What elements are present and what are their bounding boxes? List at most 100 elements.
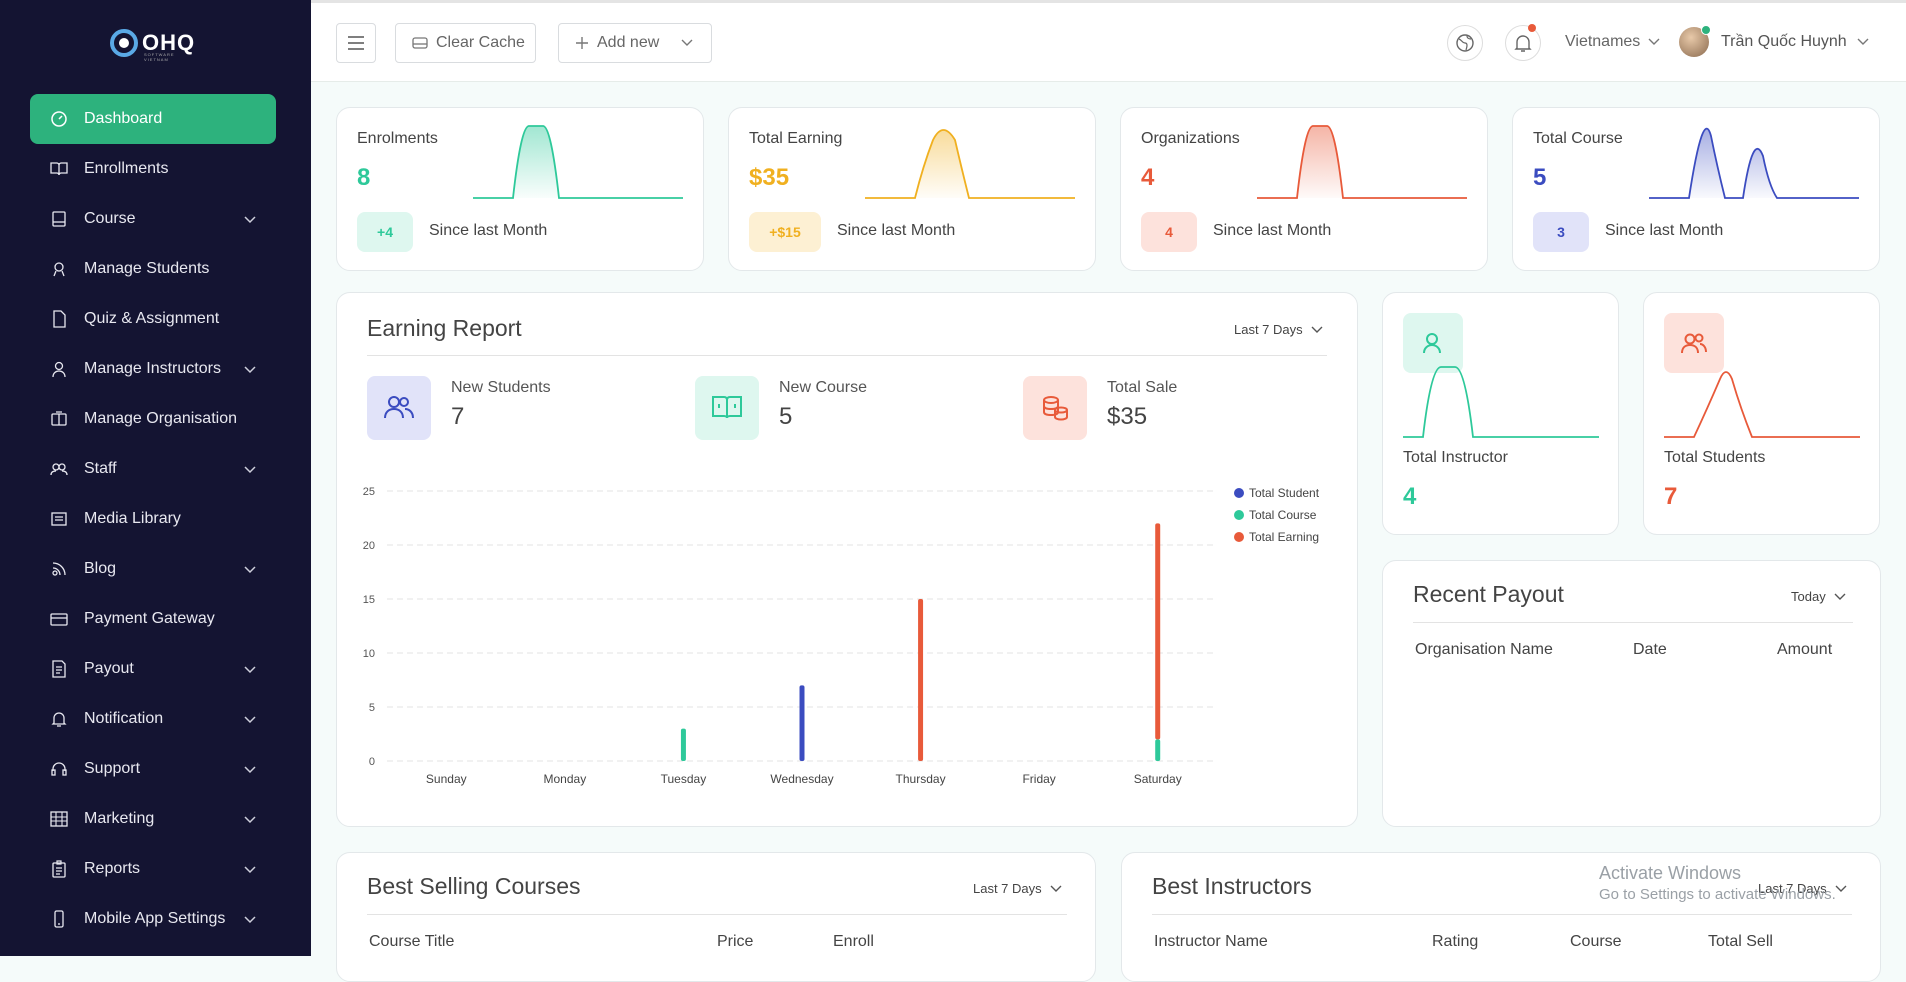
plus-icon xyxy=(576,37,588,49)
earning-item-label: New Course xyxy=(779,379,868,396)
sidebar-item-quiz-assignment[interactable]: Quiz & Assignment xyxy=(30,294,276,344)
stat-value: 8 xyxy=(357,164,371,191)
stat-sparkline xyxy=(1257,125,1467,199)
clear-cache-label: Clear Cache xyxy=(436,34,525,51)
y-tick-label: 10 xyxy=(363,648,375,660)
stat-card-total-earning: Total Earning $35 +$15 Since last Month xyxy=(728,107,1096,271)
payout-icon xyxy=(50,660,68,678)
legend-label: Total Earning xyxy=(1249,530,1319,544)
summary-sparkline xyxy=(1664,371,1860,438)
column-header[interactable]: Total Sell xyxy=(1708,933,1773,950)
best-instructors-range-dropdown[interactable]: Last 7 Days xyxy=(1758,881,1847,896)
sidebar-item-label: Mobile App Settings xyxy=(84,910,226,927)
blog-icon xyxy=(50,560,68,578)
user-menu[interactable]: Trần Quốc Huynh xyxy=(1679,25,1869,57)
sidebar-item-manage-students[interactable]: Manage Students xyxy=(30,244,276,294)
divider xyxy=(1413,622,1853,623)
watermark-subtitle: Go to Settings to activate Windows. xyxy=(1599,886,1836,903)
stat-label: Total Earning xyxy=(749,130,843,147)
bell-icon xyxy=(50,710,68,728)
sidebar-item-media-library[interactable]: Media Library xyxy=(30,494,276,544)
sidebar-item-support[interactable]: Support xyxy=(30,744,276,794)
sidebar-item-label: Manage Students xyxy=(84,260,210,277)
globe-button[interactable] xyxy=(1447,25,1483,61)
language-selector[interactable]: Vietnames xyxy=(1565,33,1660,51)
brand-logo[interactable]: OHQ SOFTWARE VIETNAM xyxy=(110,26,195,62)
column-header[interactable]: Instructor Name xyxy=(1154,933,1268,950)
sidebar-item-label: Course xyxy=(84,210,136,227)
best-selling-range-dropdown[interactable]: Last 7 Days xyxy=(973,881,1062,896)
y-tick-label: 20 xyxy=(363,540,375,552)
sidebar-item-manage-organisation[interactable]: Manage Organisation xyxy=(30,394,276,444)
column-header[interactable]: Amount xyxy=(1777,641,1833,658)
column-header[interactable]: Course Title xyxy=(369,933,455,950)
bar-total-earning xyxy=(918,599,924,761)
sidebar-item-manage-instructors[interactable]: Manage Instructors xyxy=(30,344,276,394)
earning-item-value: 5 xyxy=(779,403,793,430)
mobile-icon xyxy=(50,910,68,928)
chevron-down-icon xyxy=(1648,38,1660,45)
headset-icon xyxy=(50,760,68,778)
column-header[interactable]: Enroll xyxy=(833,933,874,950)
x-tick-label: Tuesday xyxy=(661,772,707,786)
legend-label: Total Student xyxy=(1249,486,1320,500)
logo-subtitle: SOFTWARE VIETNAM xyxy=(144,52,175,62)
sidebar-item-label: Blog xyxy=(84,560,117,577)
language-label: Vietnames xyxy=(1565,33,1641,50)
earning-report-range-dropdown[interactable]: Last 7 Days xyxy=(1234,322,1323,337)
sidebar-item-payment-gateway[interactable]: Payment Gateway xyxy=(30,594,276,644)
clear-cache-button[interactable]: Clear Cache xyxy=(395,23,536,63)
menu-toggle-button[interactable] xyxy=(336,23,376,63)
legend-marker xyxy=(1234,510,1244,520)
stat-since-label: Since last Month xyxy=(429,222,548,239)
sidebar-item-label: Staff xyxy=(84,460,117,477)
earning-item-value: $35 xyxy=(1107,403,1148,430)
column-header[interactable]: Date xyxy=(1633,641,1667,658)
recent-payout-range-label: Today xyxy=(1791,589,1826,604)
sidebar-item-course[interactable]: Course xyxy=(30,194,276,244)
recent-payout-range-dropdown[interactable]: Today xyxy=(1791,589,1846,604)
sidebar-item-label: Quiz & Assignment xyxy=(84,310,220,327)
bar-total-student xyxy=(799,685,805,761)
column-header[interactable]: Organisation Name xyxy=(1415,641,1553,658)
stat-badge: +4 xyxy=(357,212,413,252)
sidebar-item-mobile-app-settings[interactable]: Mobile App Settings xyxy=(30,894,276,944)
stat-badge: 4 xyxy=(1141,212,1197,252)
grid-icon xyxy=(50,810,68,828)
chevron-down-icon xyxy=(1857,38,1869,45)
sidebar-item-dashboard[interactable]: Dashboard xyxy=(30,94,276,144)
summary-value: 7 xyxy=(1664,483,1678,510)
sidebar-item-notification[interactable]: Notification xyxy=(30,694,276,744)
sidebar-item-payout[interactable]: Payout xyxy=(30,644,276,694)
chevron-down-icon xyxy=(244,666,256,674)
sidebar-item-marketing[interactable]: Marketing xyxy=(30,794,276,844)
stat-label: Total Course xyxy=(1533,130,1623,147)
watermark-title: Activate Windows xyxy=(1599,863,1742,883)
staff-icon xyxy=(50,460,68,478)
sidebar-item-label: Support xyxy=(84,760,141,777)
column-header[interactable]: Price xyxy=(717,933,754,950)
x-tick-label: Wednesday xyxy=(770,772,833,786)
chevron-down-icon xyxy=(1834,593,1846,600)
sidebar: OHQ SOFTWARE VIETNAM Dashboard Enrollment… xyxy=(0,0,311,956)
chevron-down-icon xyxy=(244,766,256,774)
sidebar-item-label: Media Library xyxy=(84,510,181,527)
notification-button[interactable] xyxy=(1505,24,1541,61)
sidebar-item-label: Reports xyxy=(84,860,141,877)
topbar: Clear Cache Add new Vietnames Trần Quốc … xyxy=(311,0,1906,82)
course-icon xyxy=(50,210,68,228)
chevron-down-icon xyxy=(1050,885,1062,892)
add-new-button[interactable]: Add new xyxy=(558,23,712,63)
column-header[interactable]: Rating xyxy=(1432,933,1479,950)
clipboard-icon xyxy=(50,860,68,878)
sidebar-item-staff[interactable]: Staff xyxy=(30,444,276,494)
column-header[interactable]: Course xyxy=(1570,933,1622,950)
sidebar-item-blog[interactable]: Blog xyxy=(30,544,276,594)
sidebar-item-label: Manage Organisation xyxy=(84,410,237,427)
chevron-down-icon xyxy=(244,716,256,724)
sidebar-item-label: Payout xyxy=(84,660,134,677)
globe-icon xyxy=(1456,34,1474,52)
windows-activation-watermark: Activate Windows Go to Settings to activ… xyxy=(1599,862,1836,906)
sidebar-item-enrollments[interactable]: Enrollments xyxy=(30,144,276,194)
sidebar-item-reports[interactable]: Reports xyxy=(30,844,276,894)
